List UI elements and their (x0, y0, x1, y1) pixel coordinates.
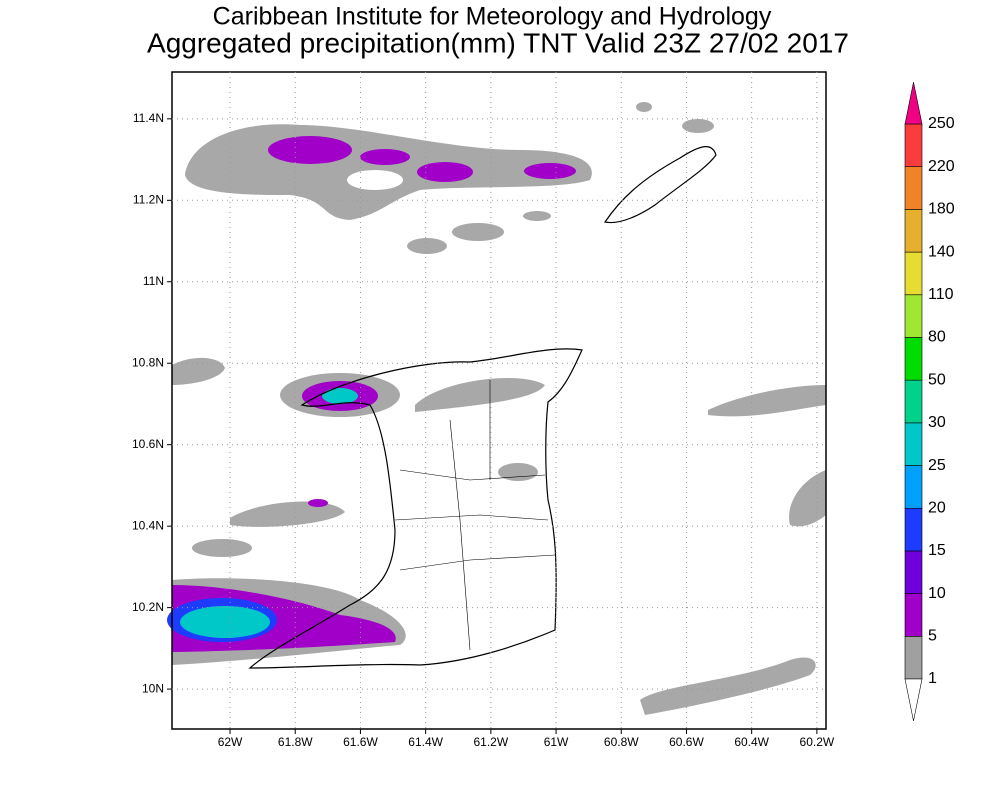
colorbar-segment (904, 294, 923, 338)
x-tick-label: 61W (544, 735, 569, 749)
colorbar-segment (904, 422, 923, 466)
colorbar-segment (904, 251, 923, 296)
rain-area (268, 136, 352, 164)
colorbar-under (904, 678, 923, 722)
colorbar-segment (904, 337, 923, 381)
colorbar-label: 220 (928, 158, 955, 175)
colorbar-label: 1 (928, 670, 937, 687)
colorbar-segment (904, 166, 923, 210)
colorbar-label: 250 (928, 115, 955, 132)
rain-area (308, 499, 328, 507)
rain-area (452, 223, 504, 241)
colorbar-segment (904, 123, 923, 167)
plot-frame (171, 71, 827, 730)
colorbar-label: 15 (928, 542, 946, 559)
colorbar-label: 25 (928, 457, 946, 474)
rain-area (523, 211, 551, 221)
rain-area (636, 102, 652, 112)
colorbar-segment (904, 465, 923, 509)
x-tick-label: 61.6W (343, 735, 378, 749)
trinidad (248, 348, 583, 669)
y-tick-label: 10.4N (132, 518, 164, 532)
dry-area (347, 170, 403, 190)
x-tick-label: 61.2W (474, 735, 509, 749)
county-border (394, 380, 556, 651)
colorbar-segment (904, 507, 923, 552)
precipitation (167, 102, 826, 715)
coastline (248, 146, 717, 669)
y-tick-label: 11.2N (133, 192, 164, 206)
rain-area (417, 162, 473, 182)
colorbar-segment (904, 636, 923, 680)
colorbar-segment (904, 593, 923, 637)
rain-area (640, 657, 816, 715)
colorbar-label: 50 (928, 371, 946, 388)
x-tick-label: 60.8W (604, 735, 639, 749)
colorbar-over (904, 81, 923, 125)
colorbar-label: 30 (928, 414, 946, 431)
colorbar-label: 20 (928, 499, 946, 516)
y-tick-label: 11N (143, 274, 164, 288)
rain-area (524, 163, 576, 179)
x-tick-label: 61.4W (408, 735, 443, 749)
colorbar-label: 10 (928, 585, 946, 602)
x-tick-label: 60.2W (800, 735, 835, 749)
x-tick-label: 60.4W (734, 735, 769, 749)
rain-area (498, 463, 538, 481)
rain-area (415, 377, 545, 412)
rain-area (180, 606, 270, 638)
rain-area (192, 539, 252, 557)
colorbar-label: 80 (928, 329, 946, 346)
y-tick-label: 10.2N (132, 600, 164, 614)
colorbar-segment (904, 209, 923, 253)
rain-area (172, 357, 225, 385)
y-tick-label: 10.8N (132, 355, 164, 369)
colorbar-label: 110 (928, 286, 954, 303)
x-tick-label: 60.6W (669, 735, 704, 749)
x-tick-label: 62W (218, 735, 243, 749)
rain-area (322, 388, 358, 404)
y-tick-label: 10.6N (132, 437, 164, 451)
x-tick-label: 61.8W (278, 735, 313, 749)
colorbar-label: 180 (928, 201, 955, 218)
y-tick-label: 10N (142, 681, 164, 695)
rain-area (708, 385, 826, 417)
colorbar-segment (904, 379, 923, 424)
colorbar-segment (904, 550, 923, 594)
tobago (603, 146, 717, 224)
subtitle: Aggregated precipitation(mm) TNT Valid 2… (147, 27, 849, 58)
rain-area (230, 501, 345, 527)
rain-area (407, 238, 447, 254)
rain-area (360, 149, 410, 165)
y-tick-label: 11.4N (133, 111, 164, 125)
title: Caribbean Institute for Meteorology and … (213, 3, 772, 31)
rain-area (682, 119, 714, 133)
colorbar-label: 5 (928, 628, 937, 645)
colorbar-label: 140 (928, 243, 955, 260)
